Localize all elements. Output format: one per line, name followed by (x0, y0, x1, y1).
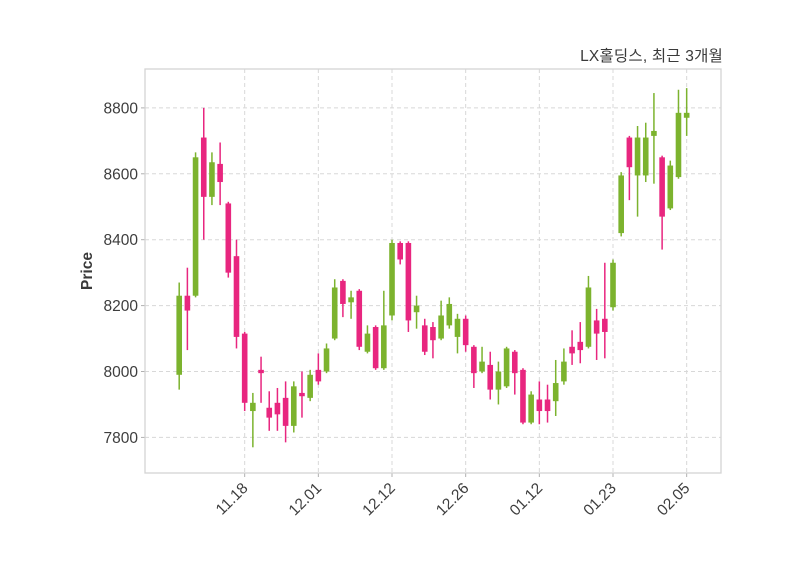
candle-body-down (356, 290, 363, 347)
candle-body-up (503, 348, 510, 387)
candle-wick (604, 262, 606, 359)
candle-wick (252, 392, 254, 448)
candle-body-up (438, 315, 444, 339)
candle-body-up (176, 295, 182, 375)
y-axis-title: Price (79, 252, 96, 290)
candle-body-down (536, 399, 543, 412)
candle-body-down (258, 369, 264, 374)
candle-body-down (372, 327, 379, 369)
candle-body-down (299, 392, 305, 397)
x-tick-label: 02.05 (654, 480, 693, 519)
candle-body-up (413, 305, 420, 313)
candle-body-down (397, 242, 403, 260)
candle-wick (350, 290, 352, 319)
candle-body-down (577, 341, 584, 351)
candle-wick (317, 353, 320, 385)
candle-wick (595, 308, 598, 360)
candle-body-down (340, 280, 346, 304)
candle-body-down (659, 157, 665, 217)
candle-wick (685, 88, 688, 136)
candle-body-up (250, 402, 256, 412)
candle-body-up (381, 325, 387, 369)
candle-body-up (495, 371, 502, 390)
candle-body-up (446, 303, 453, 326)
y-tick-label: 8200 (104, 298, 139, 315)
candle-body-up (209, 162, 215, 197)
y-tick-label: 7800 (104, 430, 139, 447)
x-tick-label: 12.26 (433, 480, 472, 519)
candle-body-up (683, 112, 690, 118)
candle-wick (628, 135, 631, 201)
candle-body-down (471, 346, 477, 374)
candle-body-down (225, 203, 232, 273)
candle-body-up (585, 287, 592, 347)
candle-body-up (348, 297, 354, 303)
candle-body-up (675, 112, 682, 178)
candle-body-down (520, 369, 526, 423)
chart-title: LX홀딩스, 최근 3개월 (580, 48, 723, 65)
candle-wick (260, 356, 262, 403)
candle-body-down (282, 397, 289, 426)
candle-body-up (642, 137, 649, 176)
candle-body-down (569, 346, 575, 354)
candle-body-up (192, 157, 199, 296)
candle-body-down (184, 295, 191, 311)
candle-body-up (651, 130, 657, 136)
candle-body-up (618, 175, 624, 234)
candle-body-down (217, 163, 223, 183)
candle-body-down (430, 327, 436, 341)
plot-frame (144, 68, 722, 474)
candle-body-up (552, 383, 559, 402)
x-tick-label: 12.01 (286, 480, 325, 519)
candle-body-up (528, 394, 534, 423)
candle-body-up (290, 386, 297, 426)
candle-body-down (462, 318, 469, 346)
candle-wick (481, 346, 483, 374)
y-tick-label: 8600 (104, 166, 139, 183)
candle-body-down (233, 256, 240, 337)
candle-body-up (454, 318, 461, 337)
candle-body-down (421, 325, 428, 352)
candle-body-up (389, 242, 395, 316)
candle-body-up (610, 262, 616, 308)
x-tick-label: 11.18 (213, 480, 252, 519)
candle-body-down (266, 407, 273, 418)
candle-body-down (602, 318, 608, 332)
candle-body-down (626, 137, 633, 168)
y-tick-label: 8800 (104, 100, 139, 117)
candle-body-down (274, 402, 281, 415)
y-tick-label: 8000 (104, 364, 139, 381)
candle-body-down (593, 320, 600, 334)
candle-body-up (307, 374, 313, 398)
candle-body-up (331, 287, 338, 339)
x-tick-label: 12.12 (359, 480, 398, 519)
candle-body-up (667, 165, 674, 209)
candle-body-up (323, 348, 330, 372)
candle-body-up (479, 361, 485, 372)
candle-body-down (405, 242, 412, 321)
y-tick-label: 8400 (104, 232, 139, 249)
candle-body-down (315, 369, 322, 382)
candle-body-down (487, 364, 494, 390)
candle-wick (653, 93, 655, 184)
candle-body-down (544, 399, 551, 412)
candle-body-up (561, 361, 567, 382)
candle-body-down (511, 351, 518, 374)
candle-body-up (364, 333, 371, 352)
candle-body-down (200, 137, 207, 197)
candle-body-down (241, 333, 248, 403)
candle-body-up (634, 137, 641, 176)
x-tick-label: 01.12 (507, 480, 546, 519)
x-tick-label: 01.23 (580, 480, 619, 519)
